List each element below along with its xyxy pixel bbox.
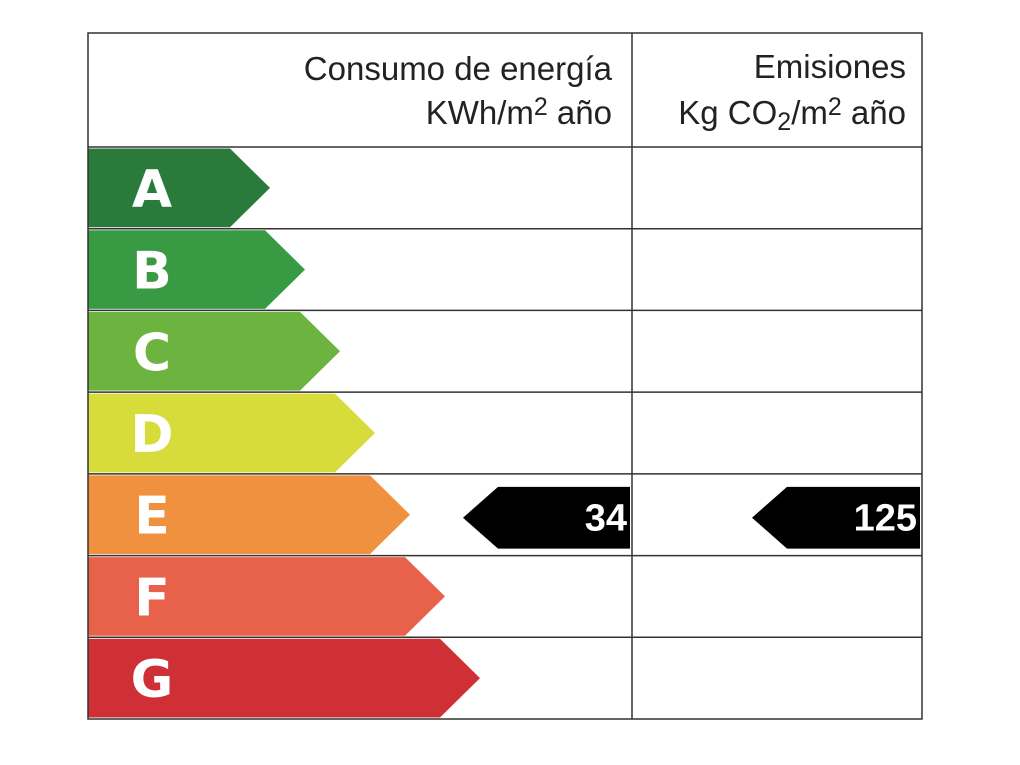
rating-value: 34 — [585, 498, 627, 540]
class-arrow — [88, 311, 340, 391]
class-letter: B — [132, 242, 172, 302]
class-letter: G — [131, 650, 174, 710]
class-letter: D — [130, 405, 173, 465]
class-arrow — [88, 393, 375, 473]
table-border — [87, 32, 923, 720]
unit-part: año — [842, 94, 906, 131]
class-letter: F — [134, 568, 170, 628]
unit-part: año — [548, 94, 612, 131]
unit-subscript: 2 — [777, 108, 791, 136]
class-letter: A — [132, 160, 172, 220]
unit-superscript: 2 — [828, 93, 842, 121]
emissions-title: Emisiones — [754, 48, 906, 85]
class-letter: E — [134, 487, 170, 547]
class-letter: C — [133, 323, 171, 383]
class-arrow — [88, 557, 445, 636]
energy-title: Consumo de energía — [304, 50, 613, 87]
energy-unit: KWh/m2 año — [426, 93, 612, 131]
class-arrow — [88, 230, 305, 309]
rating-marker — [752, 486, 920, 549]
unit-part: KWh/m — [426, 94, 534, 131]
unit-part: /m — [791, 94, 828, 131]
rating-value: 125 — [854, 498, 917, 540]
class-arrow — [88, 638, 480, 718]
rating-marker — [463, 486, 630, 549]
class-arrow — [88, 475, 410, 555]
unit-part: Kg CO — [678, 94, 777, 131]
emissions-unit: Kg CO2/m2 año — [678, 93, 906, 136]
class-arrow — [88, 148, 270, 228]
unit-superscript: 2 — [534, 93, 548, 121]
